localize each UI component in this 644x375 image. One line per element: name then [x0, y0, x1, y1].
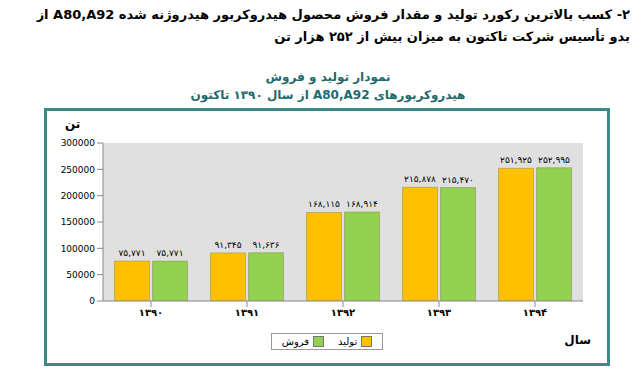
svg-text:۱۳۹۰: ۱۳۹۰	[139, 307, 163, 318]
svg-text:200000: 200000	[61, 191, 96, 201]
svg-text:۲۱۵,۸۷۸: ۲۱۵,۸۷۸	[404, 174, 436, 184]
html-text:هیدروکربورهای A80,A92 از سال ۱: هیدروکربورهای A80,A92 از سال ۱۳۹۰ تاکتون	[190, 88, 466, 102]
svg-text:250000: 250000	[61, 165, 96, 175]
svg-text:0: 0	[89, 296, 95, 306]
svg-text:۱۳۹۲: ۱۳۹۲	[331, 307, 355, 318]
svg-text:۲۵۲,۹۹۵: ۲۵۲,۹۹۵	[538, 155, 570, 165]
svg-text:۲۱۵,۴۷۰: ۲۱۵,۴۷۰	[442, 175, 474, 185]
svg-text:۱۳۹۳: ۱۳۹۳	[427, 307, 451, 318]
svg-text:50000: 50000	[66, 270, 95, 280]
svg-text:۹۱,۶۳۶: ۹۱,۶۳۶	[253, 240, 280, 250]
svg-text:150000: 150000	[61, 217, 96, 227]
svg-text:300000: 300000	[61, 138, 96, 148]
html-text:فروش: فروش	[281, 336, 309, 347]
svg-text:۱۳۹۴: ۱۳۹۴	[523, 307, 547, 318]
html-text:تن: تن	[65, 117, 81, 131]
html-text:نمودار تولید و فروش: نمودار تولید و فروش	[265, 70, 391, 84]
svg-text:100000: 100000	[61, 244, 96, 254]
svg-text:۷۵,۷۷۱: ۷۵,۷۷۱	[157, 248, 184, 258]
svg-text:۷۵,۷۷۱: ۷۵,۷۷۱	[119, 248, 146, 258]
svg-text:۱۶۸,۱۱۵: ۱۶۸,۱۱۵	[308, 199, 340, 209]
html-text:۲- کسب بالاترین رکورد تولید و: ۲- کسب بالاترین رکورد تولید و مقدار فروش…	[36, 7, 630, 44]
svg-text:۱۳۹۱: ۱۳۹۱	[235, 307, 259, 318]
svg-text:۲۵۱,۹۲۵: ۲۵۱,۹۲۵	[500, 155, 532, 165]
html-text:سال: سال	[564, 333, 591, 347]
html-text:تولید: تولید	[338, 336, 358, 347]
svg-text:۹۱,۳۴۵: ۹۱,۳۴۵	[215, 240, 242, 250]
svg-text:۱۶۸,۹۱۴: ۱۶۸,۹۱۴	[346, 199, 378, 209]
